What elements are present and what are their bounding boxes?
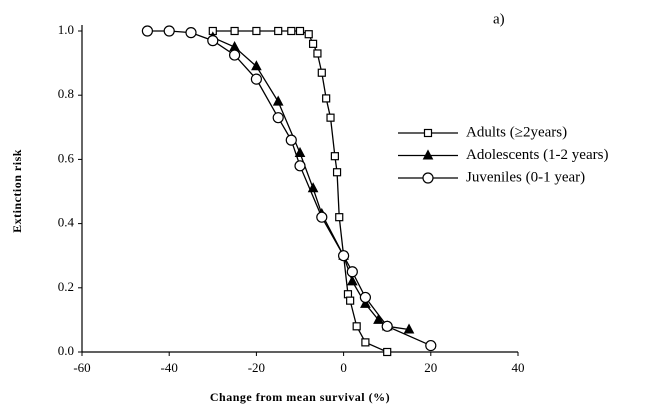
data-point xyxy=(360,297,371,308)
data-point xyxy=(207,35,219,47)
data-point xyxy=(294,160,306,172)
y-tick-label: 0.4 xyxy=(58,215,75,230)
x-tick-label: -20 xyxy=(248,360,265,375)
data-point xyxy=(330,152,339,161)
data-point xyxy=(373,313,384,324)
data-point xyxy=(251,60,262,71)
x-tick-label: 40 xyxy=(512,360,525,375)
data-point xyxy=(285,134,297,146)
legend-marker xyxy=(422,149,434,160)
data-point xyxy=(304,30,313,39)
x-tick-label: 20 xyxy=(424,360,437,375)
y-tick-label: 1.0 xyxy=(58,22,74,37)
data-point xyxy=(163,25,175,37)
data-point xyxy=(361,338,370,347)
data-point xyxy=(381,320,393,332)
x-tick-label: 0 xyxy=(340,360,347,375)
data-point xyxy=(326,113,335,122)
data-point xyxy=(141,25,153,37)
x-tick-label: -60 xyxy=(73,360,90,375)
legend-marker xyxy=(422,172,434,184)
data-point xyxy=(294,146,306,157)
data-point xyxy=(185,27,197,39)
data-point xyxy=(338,250,350,262)
data-point xyxy=(252,26,261,36)
data-point xyxy=(287,26,296,36)
data-point xyxy=(250,73,262,85)
series-line xyxy=(212,30,388,353)
data-point xyxy=(308,39,318,48)
data-point xyxy=(383,347,392,357)
y-tick-label: 0.2 xyxy=(58,279,74,294)
data-point xyxy=(317,68,326,77)
data-point xyxy=(272,95,284,106)
data-point xyxy=(425,339,437,352)
data-point xyxy=(359,291,371,304)
series-line xyxy=(212,36,410,331)
data-point xyxy=(403,323,415,334)
x-tick-label: -40 xyxy=(161,360,178,375)
data-point xyxy=(335,213,344,222)
data-point xyxy=(230,26,239,36)
data-point xyxy=(307,182,319,193)
series-line xyxy=(147,30,432,347)
x-axis-title: Change from mean survival (%) xyxy=(210,390,390,404)
data-point xyxy=(272,112,284,124)
legend-marker xyxy=(423,128,433,138)
data-point xyxy=(313,49,322,58)
legend-label: Adults (≥2years) xyxy=(466,124,567,140)
y-tick-label: 0.0 xyxy=(58,343,74,358)
data-point xyxy=(352,322,361,331)
data-point xyxy=(316,211,328,223)
data-point xyxy=(346,296,355,305)
y-tick-label: 0.6 xyxy=(58,150,75,165)
y-tick-label: 0.8 xyxy=(58,86,74,101)
data-point xyxy=(346,275,358,286)
data-point xyxy=(274,26,283,36)
annotation: a) xyxy=(493,11,505,27)
data-point xyxy=(295,26,305,36)
legend-label: Juveniles (0-1 year) xyxy=(466,169,585,185)
data-point xyxy=(332,168,342,177)
data-point xyxy=(229,49,241,61)
y-axis-title: Extinction risk xyxy=(10,149,24,233)
data-point xyxy=(346,266,358,278)
legend-label: Adolescents (1-2 years) xyxy=(466,147,608,163)
data-point xyxy=(322,94,331,103)
